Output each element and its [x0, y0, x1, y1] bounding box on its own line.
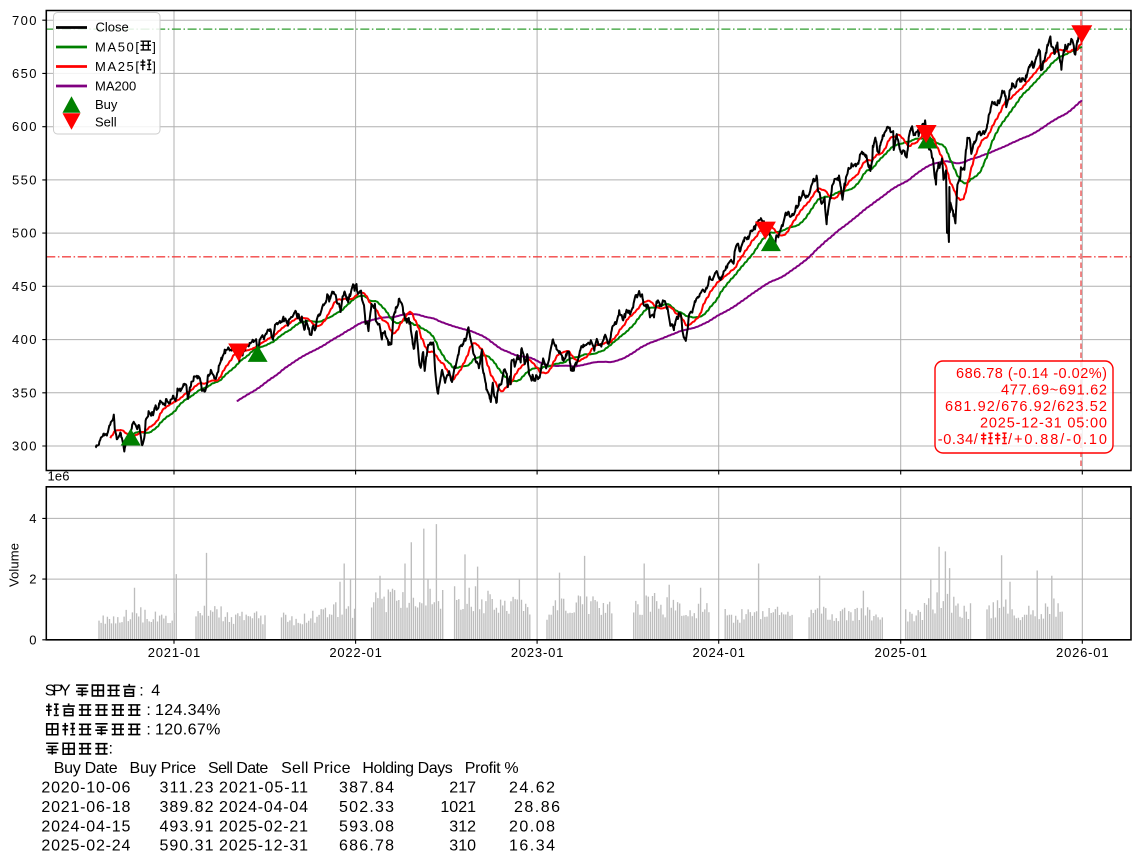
svg-text:24.62: 24.62: [509, 780, 555, 797]
svg-text:120.67%: 120.67%: [155, 721, 220, 738]
svg-text:2021-01: 2021-01: [148, 645, 201, 660]
svg-text:2021-06-18: 2021-06-18: [41, 799, 130, 816]
svg-text:389.82: 389.82: [160, 799, 214, 816]
svg-text:450: 450: [12, 279, 37, 294]
svg-text:387.84: 387.84: [339, 780, 394, 797]
svg-text:4: 4: [151, 683, 160, 700]
svg-text:493.91: 493.91: [160, 818, 214, 835]
svg-text:310: 310: [449, 838, 476, 855]
svg-text:]: ]: [152, 40, 156, 55]
svg-text:Buy Price: Buy Price: [130, 760, 197, 777]
svg-text:2021-05-11: 2021-05-11: [219, 780, 308, 797]
svg-text:2020-10-06: 2020-10-06: [41, 780, 130, 797]
svg-text:2023-01: 2023-01: [511, 645, 564, 660]
svg-text:Volume: Volume: [7, 543, 22, 587]
svg-text:MA200: MA200: [95, 79, 136, 94]
svg-text:477.69~691.62: 477.69~691.62: [1001, 383, 1107, 399]
svg-text:28.86: 28.86: [514, 799, 560, 816]
svg-text:0: 0: [29, 632, 36, 647]
svg-text:2025-02-24: 2025-02-24: [41, 838, 130, 855]
svg-text:4: 4: [29, 511, 36, 526]
svg-text:Holding Days: Holding Days: [362, 760, 452, 777]
svg-text:312: 312: [449, 818, 476, 835]
svg-text:-0.34/: -0.34/: [938, 432, 979, 448]
svg-text:650: 650: [12, 66, 37, 81]
svg-text:593.08: 593.08: [339, 818, 394, 835]
svg-text:Sell Date: Sell Date: [208, 760, 268, 777]
svg-text:124.34%: 124.34%: [155, 702, 220, 719]
svg-text:600: 600: [12, 119, 37, 134]
svg-text:2022-01: 2022-01: [329, 645, 382, 660]
svg-text::: :: [146, 702, 150, 719]
svg-text:Buy: Buy: [95, 97, 118, 112]
svg-text:Close: Close: [96, 20, 129, 35]
svg-text:300: 300: [12, 439, 37, 454]
svg-text::: :: [109, 741, 113, 758]
svg-text:2025-01: 2025-01: [874, 645, 927, 660]
svg-text:1021: 1021: [440, 799, 476, 816]
svg-text:MA50[: MA50[: [95, 40, 139, 55]
svg-text:502.33: 502.33: [339, 799, 394, 816]
svg-text:686.78 (-0.14 -0.02%): 686.78 (-0.14 -0.02%): [956, 366, 1107, 382]
svg-text:2025-12-31 05:00: 2025-12-31 05:00: [980, 416, 1107, 432]
svg-text:Sell Price: Sell Price: [281, 760, 350, 777]
svg-text:Profit %: Profit %: [465, 760, 519, 777]
svg-text:2025-12-31: 2025-12-31: [219, 838, 308, 855]
svg-text:311.23: 311.23: [160, 780, 214, 797]
svg-text:681.92/676.92/623.52: 681.92/676.92/623.52: [945, 399, 1107, 415]
svg-text:2025-02-21: 2025-02-21: [219, 818, 308, 835]
svg-text:2024-04-04: 2024-04-04: [219, 799, 308, 816]
svg-text::: :: [139, 683, 143, 700]
svg-text:MA25[: MA25[: [95, 59, 139, 74]
svg-text:500: 500: [12, 226, 37, 241]
svg-text:Sell: Sell: [95, 115, 117, 130]
svg-text:16.34: 16.34: [509, 838, 555, 855]
svg-text:2: 2: [29, 572, 36, 587]
svg-text:590.31: 590.31: [160, 838, 214, 855]
svg-text:2024-01: 2024-01: [692, 645, 745, 660]
svg-text:2026-01: 2026-01: [1056, 645, 1109, 660]
svg-text:SPY: SPY: [45, 683, 71, 700]
svg-text:700: 700: [12, 13, 37, 28]
svg-text:Buy Date: Buy Date: [54, 760, 118, 777]
svg-text:550: 550: [12, 173, 37, 188]
svg-text:350: 350: [12, 385, 37, 400]
svg-text:]: ]: [152, 59, 156, 74]
svg-text:217: 217: [449, 780, 476, 797]
svg-text::: :: [146, 721, 150, 738]
svg-text:2024-04-15: 2024-04-15: [41, 818, 130, 835]
svg-text:400: 400: [12, 332, 37, 347]
svg-text:686.78: 686.78: [339, 838, 394, 855]
svg-text:1e6: 1e6: [48, 469, 70, 484]
svg-text:20.08: 20.08: [509, 818, 555, 835]
